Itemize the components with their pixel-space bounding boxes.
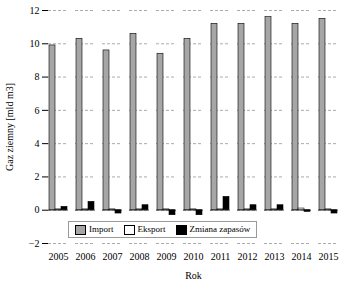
svg-text:2011: 2011 bbox=[211, 251, 231, 262]
svg-text:2010: 2010 bbox=[184, 251, 204, 262]
svg-text:2008: 2008 bbox=[130, 251, 150, 262]
svg-text:0: 0 bbox=[35, 204, 40, 215]
svg-text:−2: −2 bbox=[29, 238, 40, 249]
html-text:Zmiana zapasów: Zmiana zapasów bbox=[189, 224, 251, 234]
svg-text:2006: 2006 bbox=[76, 251, 96, 262]
svg-text:2012: 2012 bbox=[238, 251, 258, 262]
svg-text:2009: 2009 bbox=[157, 251, 177, 262]
svg-text:Rok: Rok bbox=[185, 270, 202, 281]
svg-text:2014: 2014 bbox=[292, 251, 312, 262]
svg-text:2007: 2007 bbox=[103, 251, 123, 262]
html-text:Import: Import bbox=[89, 224, 114, 234]
svg-text:2015: 2015 bbox=[319, 251, 339, 262]
svg-text:8: 8 bbox=[35, 71, 40, 82]
svg-text:Gaz ziemny [mld m3]: Gaz ziemny [mld m3] bbox=[4, 83, 15, 171]
svg-text:10: 10 bbox=[30, 38, 40, 49]
svg-text:12: 12 bbox=[30, 5, 40, 16]
svg-text:2005: 2005 bbox=[49, 251, 69, 262]
svg-text:2013: 2013 bbox=[265, 251, 285, 262]
html-text:Eksport: Eksport bbox=[137, 224, 166, 234]
svg-text:4: 4 bbox=[35, 138, 40, 149]
svg-text:2: 2 bbox=[35, 171, 40, 182]
svg-text:6: 6 bbox=[35, 105, 40, 116]
